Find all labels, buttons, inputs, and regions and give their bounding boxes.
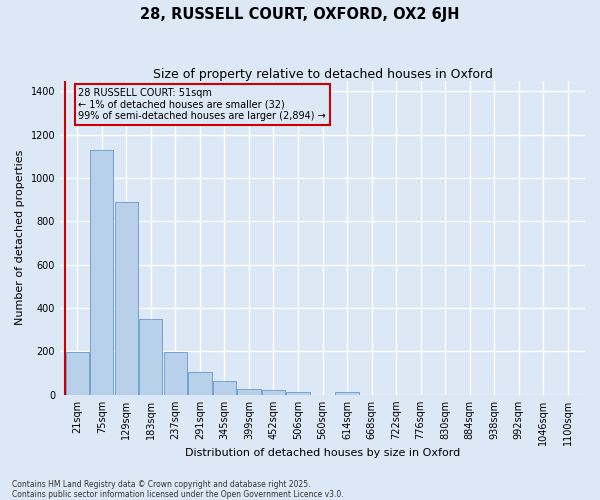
Bar [139, 319, 163, 394]
Text: 28, RUSSELL COURT, OXFORD, OX2 6JH: 28, RUSSELL COURT, OXFORD, OX2 6JH [140, 8, 460, 22]
Text: 28 RUSSELL COURT: 51sqm
← 1% of detached houses are smaller (32)
99% of semi-det: 28 RUSSELL COURT: 51sqm ← 1% of detached… [79, 88, 326, 122]
X-axis label: Distribution of detached houses by size in Oxford: Distribution of detached houses by size … [185, 448, 460, 458]
Title: Size of property relative to detached houses in Oxford: Size of property relative to detached ho… [152, 68, 493, 80]
Bar [237, 389, 260, 394]
Bar [164, 352, 187, 395]
Bar [188, 372, 212, 394]
Bar [213, 381, 236, 394]
Bar [262, 390, 285, 394]
Y-axis label: Number of detached properties: Number of detached properties [15, 150, 25, 325]
Bar [90, 150, 113, 394]
Bar [65, 352, 89, 395]
Bar [286, 392, 310, 394]
Bar [335, 392, 359, 394]
Bar [115, 202, 138, 394]
Text: Contains HM Land Registry data © Crown copyright and database right 2025.
Contai: Contains HM Land Registry data © Crown c… [12, 480, 344, 499]
